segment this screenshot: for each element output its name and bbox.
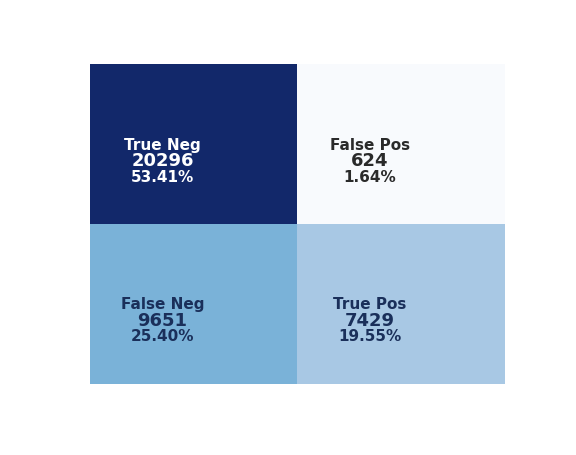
Bar <box>90 65 297 224</box>
Text: 25.40%: 25.40% <box>131 329 194 344</box>
Bar <box>297 224 505 384</box>
Text: True Neg: True Neg <box>124 137 201 152</box>
Text: 7429: 7429 <box>345 311 395 329</box>
Text: 19.55%: 19.55% <box>339 329 401 344</box>
Text: 53.41%: 53.41% <box>131 169 194 184</box>
Text: True Pos: True Pos <box>334 297 407 312</box>
Text: 1.64%: 1.64% <box>344 169 396 184</box>
Text: 624: 624 <box>351 152 389 170</box>
Text: False Neg: False Neg <box>121 297 204 312</box>
Bar <box>297 65 505 224</box>
Text: False Pos: False Pos <box>330 137 410 152</box>
Bar <box>90 224 297 384</box>
Text: 20296: 20296 <box>131 152 194 170</box>
Text: 9651: 9651 <box>138 311 188 329</box>
